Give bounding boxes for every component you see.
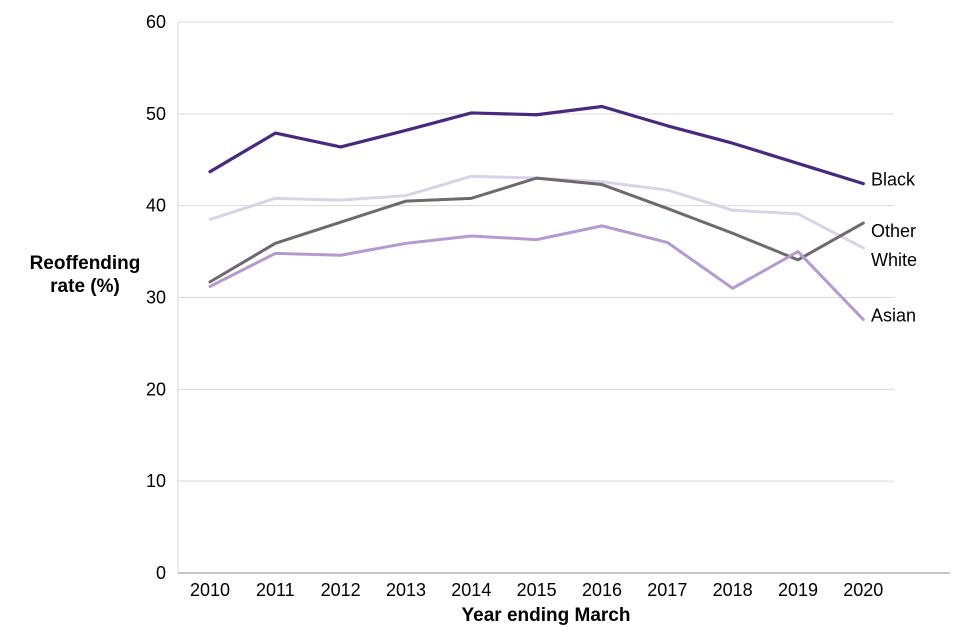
series-label-asian: Asian bbox=[871, 306, 916, 326]
series-line-white bbox=[208, 174, 865, 250]
series-lines bbox=[208, 104, 865, 322]
series-line-other bbox=[208, 176, 865, 284]
y-tick-label: 30 bbox=[146, 288, 166, 308]
series-line-asian bbox=[208, 224, 865, 322]
y-tick-label: 10 bbox=[146, 471, 166, 491]
x-tick-labels: 2010 2011 2012 2013 2014 2015 2016 2017 2018 2019… bbox=[190, 580, 883, 600]
y-axis-title: Reoffending rate (%) bbox=[29, 253, 141, 297]
x-tick-label: 2017 bbox=[647, 580, 687, 600]
y-tick-label: 60 bbox=[146, 12, 166, 32]
y-tick-labels: 0 10 20 30 40 50 60 bbox=[146, 12, 166, 583]
x-tick-label: 2013 bbox=[386, 580, 426, 600]
series-label-white: White bbox=[871, 250, 917, 270]
x-axis-title: Year ending March bbox=[461, 605, 631, 626]
y-tick-label: 40 bbox=[146, 196, 166, 216]
x-tick-label: 2020 bbox=[843, 580, 883, 600]
series-end-labels: Black Other White Asian bbox=[871, 170, 917, 326]
x-tick-label: 2010 bbox=[190, 580, 230, 600]
gridlines bbox=[178, 21, 894, 482]
x-tick-label: 2012 bbox=[321, 580, 361, 600]
y-tick-label: 20 bbox=[146, 379, 166, 399]
y-tick-label: 0 bbox=[156, 563, 166, 583]
x-tick-label: 2015 bbox=[517, 580, 557, 600]
series-label-black: Black bbox=[871, 170, 916, 190]
x-tick-label: 2016 bbox=[582, 580, 622, 600]
series-line-black bbox=[208, 104, 865, 186]
series-label-other: Other bbox=[871, 221, 916, 241]
x-tick-label: 2018 bbox=[713, 580, 753, 600]
x-tick-label: 2019 bbox=[778, 580, 818, 600]
x-tick-label: 2014 bbox=[451, 580, 491, 600]
x-tick-label: 2011 bbox=[256, 580, 295, 600]
y-tick-label: 50 bbox=[146, 104, 166, 124]
